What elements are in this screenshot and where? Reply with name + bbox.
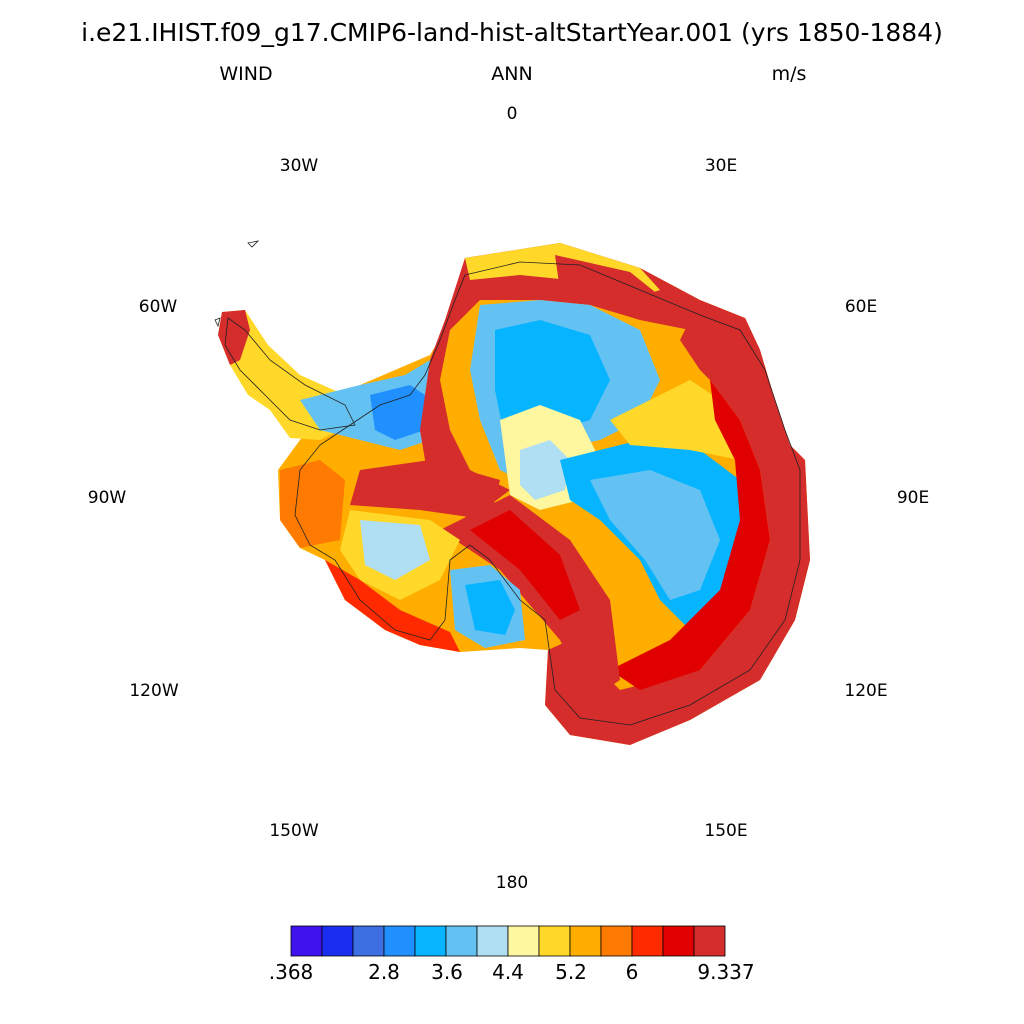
season-label: ANN bbox=[491, 63, 533, 85]
colorbar-box-4 bbox=[414, 925, 447, 957]
colorbar-box-1 bbox=[321, 925, 354, 957]
colorbar-box-8 bbox=[538, 925, 571, 957]
colorbar-box-3 bbox=[383, 925, 416, 957]
lon-label-150e: 150E bbox=[704, 821, 748, 841]
colorbar-box-13 bbox=[693, 925, 726, 957]
colorbar-label-2-8: 2.8 bbox=[368, 960, 400, 984]
coastline bbox=[214, 240, 801, 726]
colorbar-box-7 bbox=[507, 925, 540, 957]
map-field bbox=[218, 243, 810, 745]
units-label: m/s bbox=[771, 63, 807, 85]
colorbar-box-6 bbox=[476, 925, 509, 957]
colorbar-box-2 bbox=[352, 925, 385, 957]
colorbar-label-3-6: 3.6 bbox=[431, 960, 463, 984]
colorbar-label-max: 9.337 bbox=[697, 960, 755, 984]
lon-label-180: 180 bbox=[495, 873, 529, 893]
variable-label: WIND bbox=[219, 63, 273, 85]
lon-label-30w: 30W bbox=[279, 156, 319, 176]
colorbar-label-min: .368 bbox=[268, 960, 314, 984]
colorbar-label-6: 6 bbox=[625, 960, 639, 984]
lon-label-150w: 150W bbox=[269, 821, 319, 841]
lon-label-120e: 120E bbox=[844, 681, 888, 701]
lon-label-90w: 90W bbox=[87, 488, 127, 508]
colorbar-box-9 bbox=[569, 925, 602, 957]
colorbar-box-11 bbox=[631, 925, 664, 957]
colorbar-box-12 bbox=[662, 925, 695, 957]
plot-title: i.e21.IHIST.f09_g17.CMIP6-land-hist-altS… bbox=[81, 18, 943, 47]
colorbar-box-5 bbox=[445, 925, 478, 957]
lon-label-90e: 90E bbox=[896, 488, 930, 508]
lon-label-60e: 60E bbox=[844, 297, 878, 317]
lon-label-30e: 30E bbox=[704, 156, 738, 176]
colorbar-label-4-4: 4.4 bbox=[492, 960, 524, 984]
lon-label-120w: 120W bbox=[129, 681, 179, 701]
colorbar-box-0 bbox=[290, 925, 323, 957]
colorbar-box-10 bbox=[600, 925, 633, 957]
colorbar-label-5-2: 5.2 bbox=[555, 960, 587, 984]
lon-label-60w: 60W bbox=[138, 297, 178, 317]
lon-label-0: 0 bbox=[506, 104, 518, 124]
